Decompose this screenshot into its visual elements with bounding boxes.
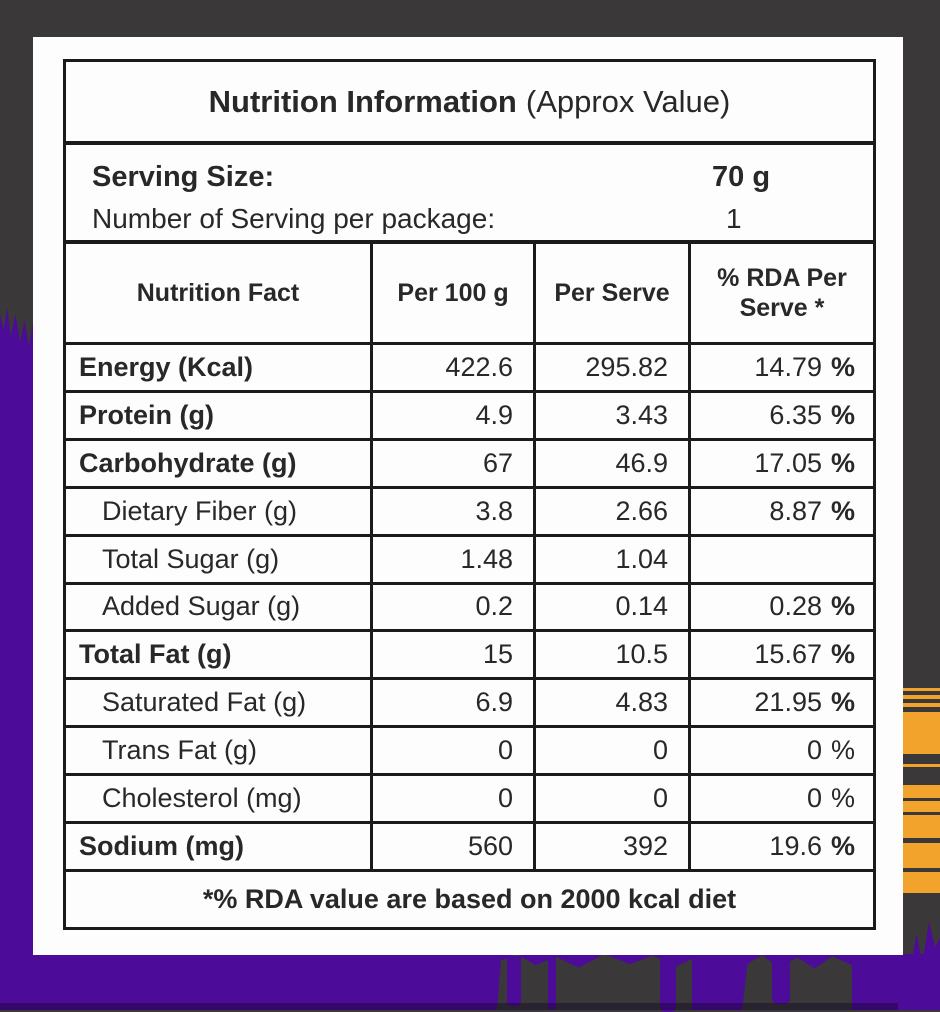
per-serve-value: 392: [533, 824, 688, 869]
percent-sign: %: [830, 495, 855, 526]
purple-paint-drip: [660, 956, 676, 1012]
rda-value: [688, 536, 873, 582]
purple-paint-drip: [772, 956, 790, 1004]
row-label: Added Sugar (g): [102, 591, 301, 622]
per-serve-value: 0.14: [533, 584, 688, 630]
nutrition-table: Nutrition Information (Approx Value) Ser…: [63, 59, 876, 930]
row-label: Total Fat (g): [79, 639, 232, 670]
purple-paint-drip: [507, 956, 521, 1006]
per-100g-value: 67: [370, 440, 533, 486]
row-carbohydrate: Carbohydrate (g) 67 46.9 17.05%: [66, 437, 873, 486]
percent-sign: %: [830, 831, 855, 862]
row-added-sugar: Added Sugar (g) 0.2 0.14 0.28%: [66, 581, 873, 630]
purple-paint-drip: [548, 956, 556, 1010]
per-100g-value: 1.48: [370, 536, 533, 582]
per-100g-value: 15: [370, 632, 533, 678]
row-sodium: Sodium (mg) 560 392 19.6%: [66, 821, 873, 869]
rda-footnote: *% RDA value are based on 2000 kcal diet: [66, 868, 873, 927]
row-label: Cholesterol (mg): [102, 783, 302, 814]
serving-count-value: 1: [726, 203, 742, 234]
percent-sign: %: [830, 399, 855, 430]
rda-value: 19.6%: [688, 824, 873, 869]
purple-paint-left-strip: [0, 308, 36, 1010]
percent-sign: %: [830, 735, 855, 766]
purple-splotch-bottom-right: [898, 921, 940, 1010]
rda-value: 6.35%: [688, 392, 873, 438]
percent-sign: %: [830, 783, 855, 814]
row-trans-fat: Trans Fat (g) 0 0 0%: [66, 725, 873, 774]
per-100g-value: 0.2: [370, 584, 533, 630]
row-label: Sodium (mg): [79, 831, 244, 862]
table-header-row: Nutrition Fact Per 100 g Per Serve % RDA…: [66, 244, 873, 342]
per-serve-value: 4.83: [533, 680, 688, 726]
row-label: Total Sugar (g): [102, 543, 280, 574]
per-serve-value: 0: [533, 776, 688, 822]
column-header-per-serve: Per Serve: [533, 244, 688, 342]
percent-sign: %: [830, 447, 855, 478]
column-header-per-100g: Per 100 g: [370, 244, 533, 342]
per-serve-value: 3.43: [533, 392, 688, 438]
orange-brush-stroke: [903, 686, 940, 896]
percent-sign: %: [830, 351, 855, 382]
row-label: Saturated Fat (g): [102, 687, 307, 718]
serving-count-label: Number of Serving per package:: [92, 203, 496, 234]
bottom-shadow-edge: [0, 1003, 940, 1010]
rda-value: 8.87%: [688, 488, 873, 534]
per-serve-value: 1.04: [533, 536, 688, 582]
serving-size-label: Serving Size:: [92, 160, 275, 193]
per-serve-value: 46.9: [533, 440, 688, 486]
per-100g-value: 560: [370, 824, 533, 869]
serving-size-line: Serving Size: 70 g: [92, 156, 873, 198]
rda-value: 0.28%: [688, 584, 873, 630]
title-main: Nutrition Information: [208, 83, 517, 119]
serving-count-line: Number of Serving per package: 1: [92, 198, 873, 240]
row-cholesterol: Cholesterol (mg) 0 0 0%: [66, 773, 873, 822]
gray-texture-patch: [497, 954, 692, 1010]
row-label: Dietary Fiber (g): [102, 495, 298, 526]
per-100g-value: 0: [370, 728, 533, 774]
rda-value: 0%: [688, 728, 873, 774]
per-100g-value: 422.6: [370, 345, 533, 390]
percent-sign: %: [830, 639, 855, 670]
row-dietary-fiber: Dietary Fiber (g) 3.8 2.66 8.87%: [66, 485, 873, 534]
per-100g-value: 4.9: [370, 392, 533, 438]
percent-sign: %: [830, 687, 855, 718]
per-100g-value: 6.9: [370, 680, 533, 726]
row-total-sugar: Total Sugar (g) 1.48 1.04: [66, 533, 873, 582]
row-energy: Energy (Kcal) 422.6 295.82 14.79%: [66, 342, 873, 390]
label-title: Nutrition Information (Approx Value): [66, 62, 873, 145]
rda-value: 17.05%: [688, 440, 873, 486]
rda-value: 15.67%: [688, 632, 873, 678]
row-label: Trans Fat (g): [102, 735, 258, 766]
column-header-nutrition-fact: Nutrition Fact: [136, 279, 300, 307]
rda-value: 14.79%: [688, 345, 873, 390]
per-100g-value: 0: [370, 776, 533, 822]
gray-texture-patch: [742, 955, 852, 1010]
percent-sign: %: [830, 591, 855, 622]
per-serve-value: 10.5: [533, 632, 688, 678]
column-header-rda-per-serve: % RDA Per Serve *: [688, 244, 873, 342]
nutrition-label-card: Nutrition Information (Approx Value) Ser…: [33, 37, 903, 955]
row-label: Carbohydrate (g): [79, 447, 297, 478]
per-serve-value: 2.66: [533, 488, 688, 534]
per-100g-value: 3.8: [370, 488, 533, 534]
serving-section: Serving Size: 70 g Number of Serving per…: [66, 145, 873, 244]
serving-size-value: 70 g: [712, 160, 771, 193]
row-saturated-fat: Saturated Fat (g) 6.9 4.83 21.95%: [66, 677, 873, 726]
per-serve-value: 0: [533, 728, 688, 774]
per-serve-value: 295.82: [533, 345, 688, 390]
row-total-fat: Total Fat (g) 15 10.5 15.67%: [66, 629, 873, 678]
row-protein: Protein (g) 4.9 3.43 6.35%: [66, 389, 873, 438]
row-label: Energy (Kcal): [79, 351, 254, 382]
title-suffix: (Approx Value): [525, 83, 731, 119]
rda-value: 0%: [688, 776, 873, 822]
row-label: Protein (g): [79, 399, 214, 430]
rda-value: 21.95%: [688, 680, 873, 726]
